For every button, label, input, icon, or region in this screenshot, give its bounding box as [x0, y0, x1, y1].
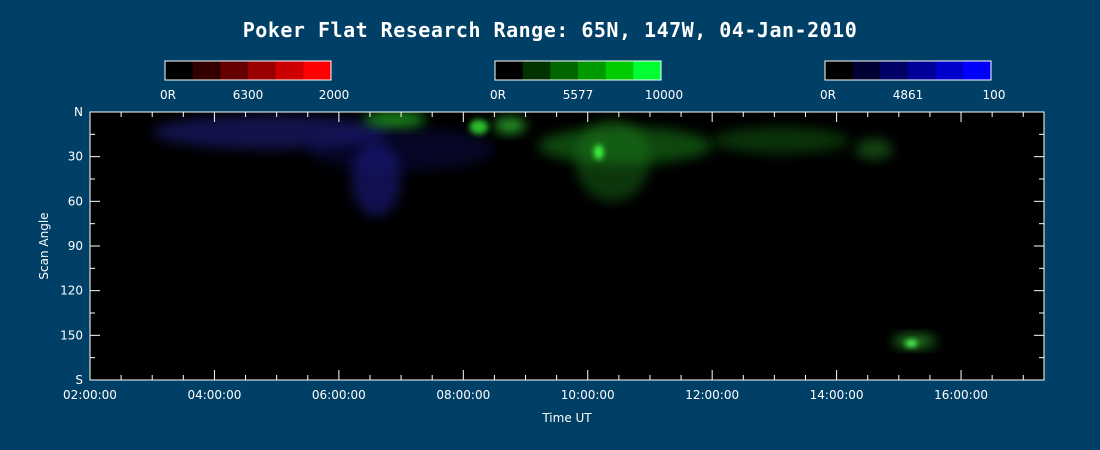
colorbar-max-label: 2000	[319, 88, 350, 102]
colorbar-swatch	[522, 61, 551, 80]
colorbar-group: 0R 6300 2000 0R 5577 10000 0R 4861 100	[160, 60, 1006, 102]
emission-5577	[469, 119, 489, 135]
colorbar-frame	[824, 60, 992, 81]
x-tick-label: 02:00:00	[63, 388, 117, 402]
y-tick-label: 150	[60, 328, 83, 342]
y-tick-label: S	[75, 373, 83, 387]
colorbar-swatch	[220, 61, 249, 80]
colorbar-5577: 0R 5577 10000	[490, 60, 683, 102]
emission-5577	[494, 117, 526, 133]
colorbar-swatch	[303, 61, 332, 80]
x-tick-label: 14:00:00	[810, 388, 864, 402]
colorbar-swatch	[248, 61, 277, 80]
colorbar-max-label: 100	[983, 88, 1006, 102]
x-axis-label: Time UT	[541, 411, 592, 425]
y-axis-ticks: N 30 60 90 120 150 S	[60, 105, 1044, 387]
x-tick-label: 12:00:00	[685, 388, 739, 402]
colorbar-swatch	[963, 61, 992, 80]
colorbar-swatch	[908, 61, 937, 80]
colorbar-wavelength-label: 5577	[563, 88, 594, 102]
colorbar-swatch	[825, 61, 854, 80]
x-tick-label: 10:00:00	[561, 388, 615, 402]
x-tick-label: 04:00:00	[187, 388, 241, 402]
x-axis-ticks: 02:00:00 04:00:00 06:00:00 08:00:00 10:00:00…	[63, 112, 1024, 402]
y-tick-label: 120	[60, 284, 83, 298]
colorbar-min-label: 0R	[490, 88, 506, 102]
colorbar-swatch	[852, 61, 881, 80]
y-tick-label: N	[74, 105, 83, 119]
colorbar-swatch	[495, 61, 524, 80]
colorbar-swatch	[935, 61, 964, 80]
colorbar-swatch	[165, 61, 194, 80]
colorbar-wavelength-label: 4861	[893, 88, 924, 102]
colorbar-swatch	[633, 61, 662, 80]
y-tick-label: 90	[68, 239, 83, 253]
emission-5577	[855, 138, 893, 160]
x-tick-label: 06:00:00	[312, 388, 366, 402]
colorbar-frame	[494, 60, 662, 81]
x-tick-label: 08:00:00	[436, 388, 490, 402]
emission-5577	[575, 119, 650, 202]
y-tick-label: 60	[68, 194, 83, 208]
colorbar-swatch	[578, 61, 607, 80]
emission-features	[152, 112, 937, 348]
emission-5577	[363, 112, 426, 127]
colorbar-min-label: 0R	[160, 88, 176, 102]
colorbar-min-label: 0R	[820, 88, 836, 102]
colorbar-swatch	[550, 61, 579, 80]
emission-5577	[905, 339, 918, 348]
colorbar-max-label: 10000	[645, 88, 683, 102]
x-tick-label: 16:00:00	[934, 388, 988, 402]
y-tick-label: 30	[68, 150, 83, 164]
colorbar-4861: 0R 4861 100	[820, 60, 1006, 102]
colorbar-swatch	[605, 61, 634, 80]
emission-4861	[307, 126, 495, 172]
emission-5577	[712, 126, 850, 154]
emission-5577	[593, 144, 604, 160]
chart-title: Poker Flat Research Range: 65N, 147W, 04…	[243, 18, 858, 42]
colorbar-swatch	[192, 61, 221, 80]
colorbar-swatch	[880, 61, 909, 80]
y-axis-label: Scan Angle	[37, 212, 51, 279]
colorbar-6300: 0R 6300 2000	[160, 60, 350, 102]
colorbar-swatch	[275, 61, 304, 80]
colorbar-wavelength-label: 6300	[233, 88, 264, 102]
colorbar-frame	[164, 60, 332, 81]
